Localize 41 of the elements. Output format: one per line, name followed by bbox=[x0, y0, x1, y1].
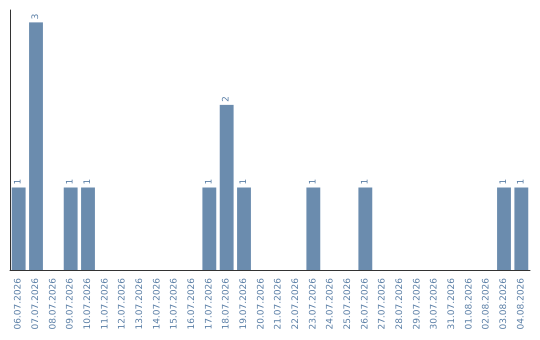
data-label: 3 bbox=[31, 14, 41, 20]
data-label: 1 bbox=[14, 178, 24, 184]
x-tick-label: 11.07.2026 bbox=[100, 278, 110, 330]
data-label: 1 bbox=[204, 178, 214, 184]
x-tick-label: 14.07.2026 bbox=[152, 278, 162, 330]
x-tick-label: 30.07.2026 bbox=[430, 278, 440, 330]
x-tick-label: 26.07.2026 bbox=[360, 278, 370, 330]
x-tick-label: 31.07.2026 bbox=[447, 278, 457, 330]
x-tick-label: 12.07.2026 bbox=[118, 278, 128, 330]
x-tick-label: 21.07.2026 bbox=[274, 278, 284, 330]
x-tick-label: 09.07.2026 bbox=[66, 278, 76, 330]
x-tick-label: 16.07.2026 bbox=[187, 278, 197, 330]
x-tick-label: 10.07.2026 bbox=[83, 278, 93, 330]
x-tick-label: 13.07.2026 bbox=[135, 278, 145, 330]
x-tick-label: 23.07.2026 bbox=[308, 278, 318, 330]
x-tick-label: 17.07.2026 bbox=[204, 278, 214, 330]
x-tick-label: 03.08.2026 bbox=[499, 278, 509, 330]
data-label: 1 bbox=[360, 178, 370, 184]
data-label: 2 bbox=[222, 96, 232, 102]
data-label: 1 bbox=[516, 178, 526, 184]
x-tick-label: 08.07.2026 bbox=[48, 278, 58, 330]
data-label: 1 bbox=[66, 178, 76, 184]
x-tick-label: 18.07.2026 bbox=[222, 278, 232, 330]
data-label: 1 bbox=[239, 178, 249, 184]
data-label: 1 bbox=[499, 178, 509, 184]
x-tick-label: 19.07.2026 bbox=[239, 278, 249, 330]
x-tick-label: 22.07.2026 bbox=[291, 278, 301, 330]
x-tick-label: 20.07.2026 bbox=[256, 278, 266, 330]
data-label: 1 bbox=[308, 178, 318, 184]
x-tick-label: 29.07.2026 bbox=[412, 278, 422, 330]
x-tick-label: 07.07.2026 bbox=[31, 278, 41, 330]
x-tick-label: 28.07.2026 bbox=[395, 278, 405, 330]
x-tick-label: 24.07.2026 bbox=[326, 278, 336, 330]
x-tick-label: 04.08.2026 bbox=[516, 278, 526, 330]
x-tick-label: 02.08.2026 bbox=[482, 278, 492, 330]
x-tick-label: 27.07.2026 bbox=[378, 278, 388, 330]
x-tick-label: 15.07.2026 bbox=[170, 278, 180, 330]
data-label: 1 bbox=[83, 178, 93, 184]
x-tick-label: 06.07.2026 bbox=[14, 278, 24, 330]
x-tick-label: 01.08.2026 bbox=[464, 278, 474, 330]
x-tick-label: 25.07.2026 bbox=[343, 278, 353, 330]
